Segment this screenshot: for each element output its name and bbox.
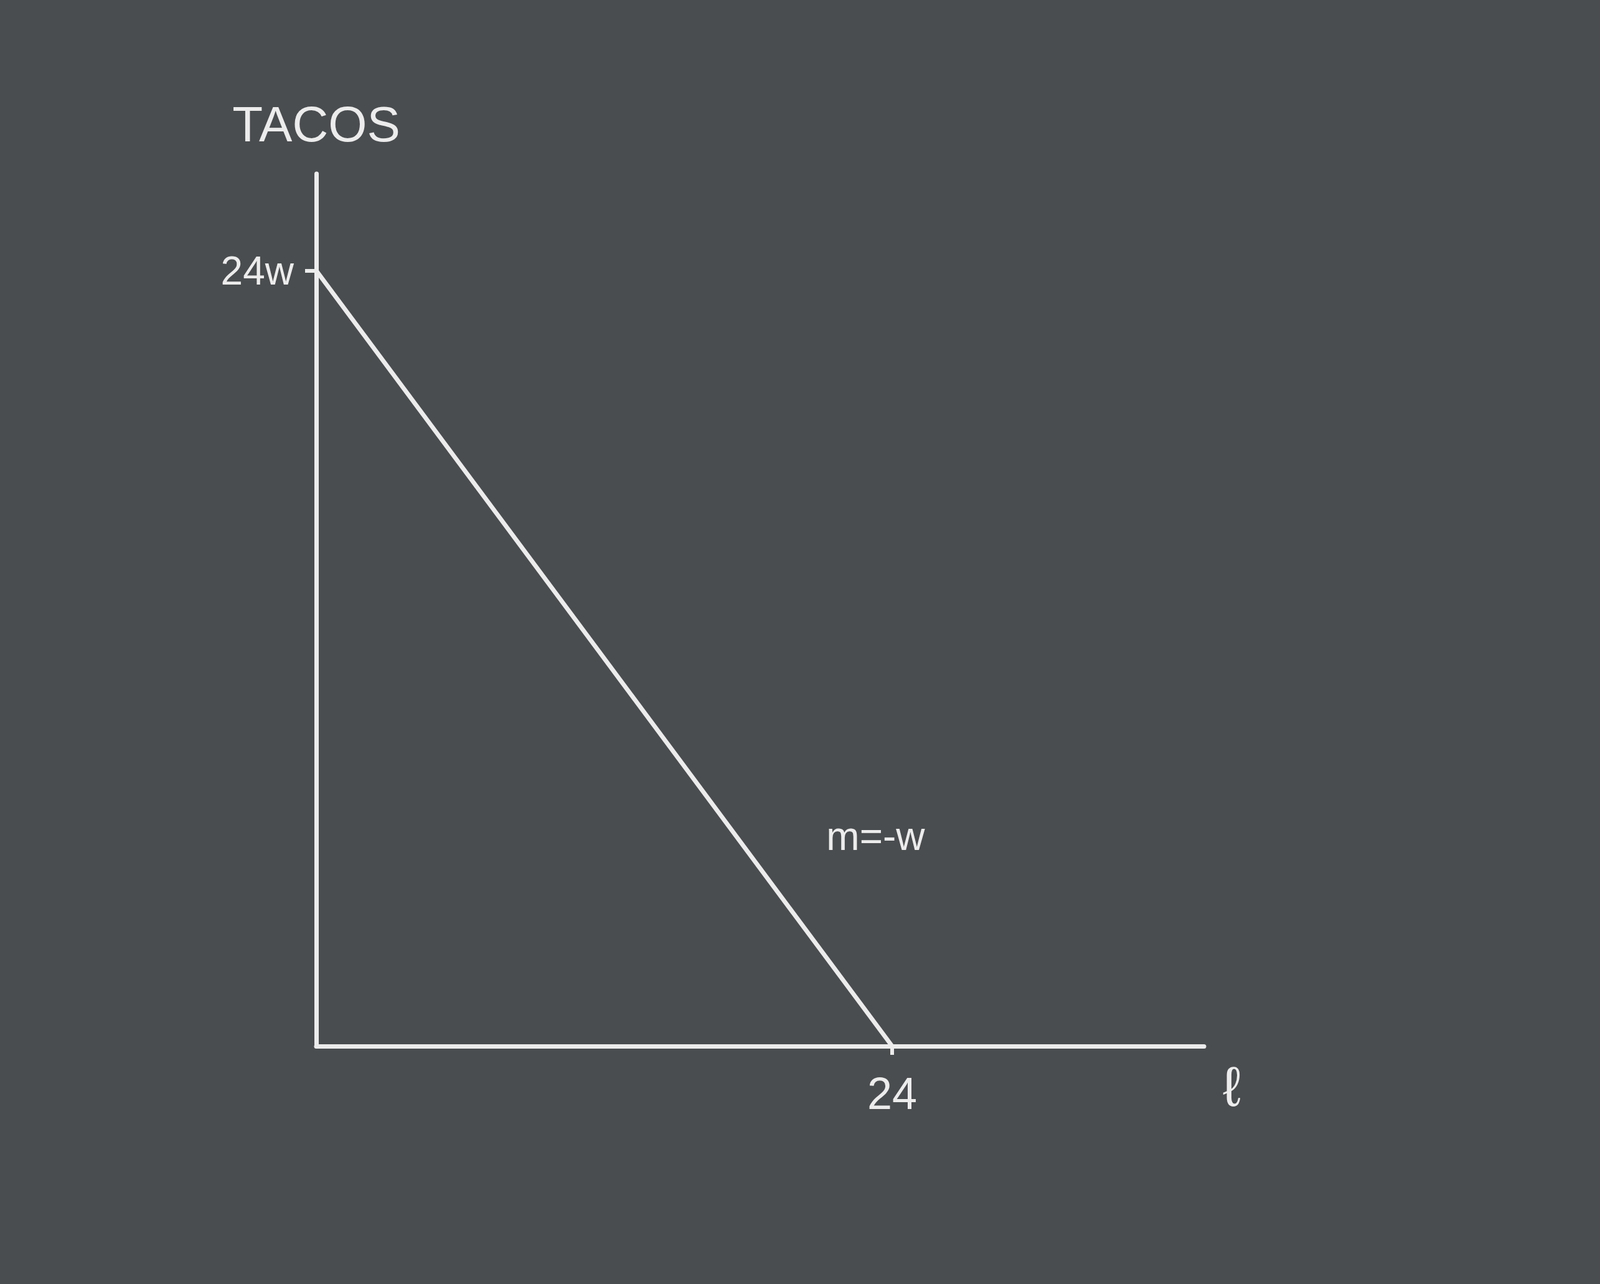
svg-text:TACOS: TACOS <box>232 96 401 152</box>
svg-text:24w: 24w <box>221 248 295 294</box>
svg-text:ℓ: ℓ <box>1222 1055 1241 1118</box>
svg-text:m=-w: m=-w <box>826 813 926 859</box>
svg-text:24: 24 <box>867 1068 918 1119</box>
